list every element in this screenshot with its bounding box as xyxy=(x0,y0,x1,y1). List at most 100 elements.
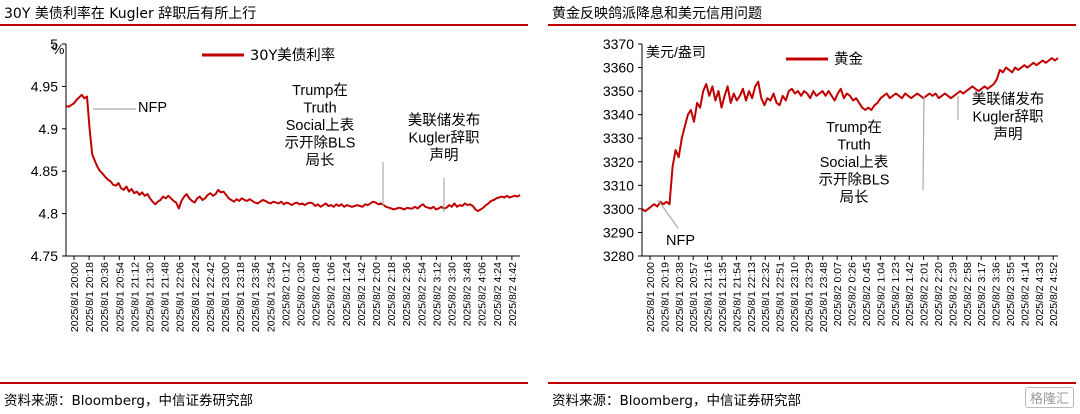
x-tick-label: 2025/8/1 22:51 xyxy=(775,262,787,332)
series-line xyxy=(641,57,1059,213)
annotation-text: NFP xyxy=(666,233,695,249)
x-tick-label: 2025/8/2 2:00 xyxy=(371,262,383,326)
y-tick-label: 3310 xyxy=(603,177,634,193)
source-rule xyxy=(548,382,1076,384)
x-tick-label: 2025/8/2 3:17 xyxy=(976,262,988,326)
x-tick-label: 2025/8/1 22:13 xyxy=(746,262,758,332)
x-tick-label: 2025/8/2 0:48 xyxy=(311,262,323,326)
x-tick-label: 2025/8/1 22:32 xyxy=(760,262,772,332)
x-tick-label: 2025/8/1 20:18 xyxy=(84,262,96,332)
x-tick-label: 2025/8/1 20:54 xyxy=(114,262,126,332)
annotation-text: Kugler辞职 xyxy=(973,109,1044,126)
chart-plot-gold: 3280 3290 3300 3310 3320 3330 3340 3350 3360 3370… xyxy=(603,36,1060,332)
source-note: 资料来源：Bloomberg，中信证券研究部 xyxy=(4,393,253,409)
title-rule xyxy=(548,24,1076,26)
x-tick-label: 2025/8/2 3:36 xyxy=(991,262,1003,326)
x-tick-label: 2025/8/2 2:36 xyxy=(401,262,413,326)
x-tick-label: 2025/8/1 21:16 xyxy=(703,262,715,332)
annotation-text: Social上表 xyxy=(820,154,889,171)
x-tick-label: 2025/8/2 4:06 xyxy=(477,262,489,326)
x-tick-label: 2025/8/1 23:00 xyxy=(220,262,232,332)
y-tick-label: 3280 xyxy=(603,248,634,264)
x-tick-label: 2025/8/2 2:39 xyxy=(947,262,959,326)
x-tick-label: 2025/8/2 1:04 xyxy=(875,262,887,326)
x-tick-label: 2025/8/2 4:14 xyxy=(1019,262,1031,326)
chart-title: 黄金反映鸽派降息和美元信用问题 xyxy=(552,6,762,22)
x-tick-label: 2025/8/1 20:57 xyxy=(688,262,700,332)
annotation-text: 声明 xyxy=(994,125,1023,143)
x-tick-label: 2025/8/2 2:20 xyxy=(933,262,945,326)
x-tick-label: 2025/8/2 1:06 xyxy=(326,262,338,326)
x-tick-label: 2025/8/2 1:24 xyxy=(341,262,353,326)
annotation-text: Kugler辞职 xyxy=(409,130,480,147)
source-note: 资料来源：Bloomberg，中信证券研究部 xyxy=(552,393,801,409)
annotation-text: 示开除BLS xyxy=(819,172,890,189)
x-tick-label: 2025/8/1 23:48 xyxy=(818,262,830,332)
y-tick-label: 3300 xyxy=(603,201,634,217)
y-tick-label: 5 xyxy=(50,36,58,52)
unit-label: 美元/盎司 xyxy=(646,44,706,60)
x-tick-label: 2025/8/1 20:38 xyxy=(674,262,686,332)
y-tick-label: 4.9 xyxy=(39,121,59,137)
title-rule xyxy=(0,24,528,26)
x-tick-label: 2025/8/1 21:54 xyxy=(731,262,743,332)
x-tick-label: 2025/8/2 4:52 xyxy=(1048,262,1060,326)
x-tick-label: 2025/8/1 20:00 xyxy=(645,262,657,332)
x-tick-label: 2025/8/2 4:42 xyxy=(507,262,519,326)
x-tick-label: 2025/8/1 20:19 xyxy=(659,262,671,332)
x-tick-label: 2025/8/2 3:55 xyxy=(1005,262,1017,326)
annotation-text: 美联储发布 xyxy=(408,112,481,129)
y-tick-label: 4.85 xyxy=(31,163,58,179)
x-tick-label: 2025/8/2 3:30 xyxy=(447,262,459,326)
annotation-text: Social上表 xyxy=(286,117,355,134)
x-tick-label: 2025/8/2 3:12 xyxy=(431,262,443,326)
annotation-text: NFP xyxy=(138,100,167,116)
annotation-leader xyxy=(922,95,925,191)
annotation-text: Trump在 xyxy=(292,82,348,99)
annotation-text: 示开除BLS xyxy=(285,135,356,152)
legend-label: 黄金 xyxy=(834,51,863,68)
x-tick-label: 2025/8/2 0:45 xyxy=(861,262,873,326)
y-tick-label: 4.8 xyxy=(39,206,59,222)
x-tick-label: 2025/8/1 22:42 xyxy=(205,262,217,332)
y-tick-label: 3330 xyxy=(603,130,634,146)
x-tick-label: 2025/8/2 4:33 xyxy=(1034,262,1046,326)
x-tick-label: 2025/8/1 21:35 xyxy=(717,262,729,332)
y-tick-label: 3290 xyxy=(603,224,634,240)
legend-label: 30Y美债利率 xyxy=(250,47,335,64)
x-tick-label: 2025/8/2 2:54 xyxy=(416,262,428,326)
watermark-logo: 格隆汇 xyxy=(1024,387,1074,408)
x-tick-label: 2025/8/1 23:10 xyxy=(789,262,801,332)
x-tick-label: 2025/8/2 1:23 xyxy=(890,262,902,326)
y-tick-label: 4.75 xyxy=(31,248,58,264)
annotation-text: 美联储发布 xyxy=(972,91,1045,108)
x-tick-label: 2025/8/1 21:48 xyxy=(160,262,172,332)
x-tick-label: 2025/8/2 0:30 xyxy=(296,262,308,326)
x-tick-label: 2025/8/2 2:58 xyxy=(962,262,974,326)
x-tick-label: 2025/8/2 3:48 xyxy=(462,262,474,326)
annotation-text: 局长 xyxy=(306,152,335,169)
x-tick-label: 2025/8/1 22:06 xyxy=(175,262,187,332)
x-tick-label: 2025/8/1 21:12 xyxy=(129,262,141,332)
x-tick-label: 2025/8/2 2:01 xyxy=(919,262,931,326)
x-tick-label: 2025/8/1 23:29 xyxy=(803,262,815,332)
y-tick-label: 3370 xyxy=(603,36,634,52)
source-rule xyxy=(0,382,528,384)
x-tick-label: 2025/8/2 4:24 xyxy=(492,262,504,326)
x-tick-label: 2025/8/1 23:18 xyxy=(235,262,247,332)
y-tick-label: 4.95 xyxy=(31,78,58,94)
x-tick-label: 2025/8/2 0:12 xyxy=(280,262,292,326)
annotation-text: Trump在 xyxy=(826,119,882,136)
annotation-text: Truth xyxy=(837,138,870,154)
chart-panel-gold: 黄金反映鸽派降息和美元信用问题 3280 3290 3300 3310 3320 3330… xyxy=(548,0,1076,414)
x-tick-label: 2025/8/2 2:18 xyxy=(386,262,398,326)
y-tick-label: 3350 xyxy=(603,83,634,99)
x-tick-label: 2025/8/1 20:00 xyxy=(69,262,81,332)
annotation-text: 局长 xyxy=(840,189,869,206)
y-tick-label: 3320 xyxy=(603,154,634,170)
y-tick-label: 3360 xyxy=(603,60,634,76)
x-tick-label: 2025/8/1 22:24 xyxy=(190,262,202,332)
x-tick-label: 2025/8/2 1:42 xyxy=(356,262,368,326)
annotation-text: 声明 xyxy=(430,146,459,164)
